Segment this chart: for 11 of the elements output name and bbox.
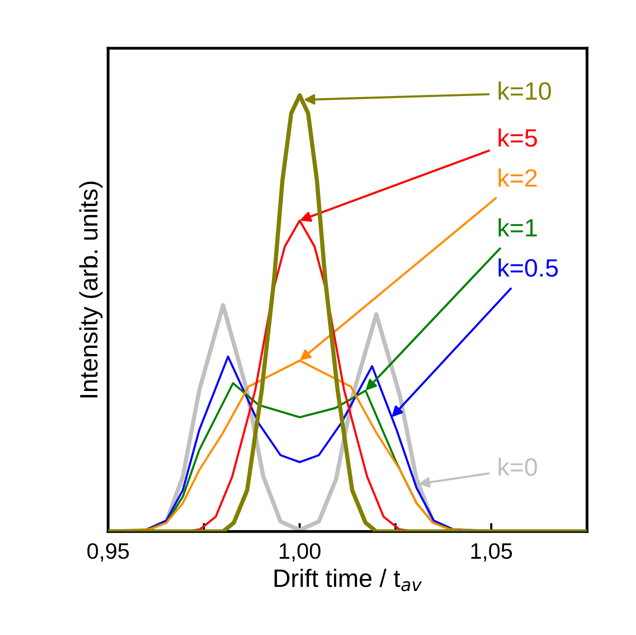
x-tick-label: 1,00 [280, 543, 320, 562]
x-tick-label: 0,95 [87, 543, 129, 562]
y-axis-title: Intensity (arb. units) [79, 182, 103, 398]
annotation: k=2 [498, 168, 537, 187]
annotation: k=10 [498, 82, 551, 100]
annotation: k=0 [498, 458, 538, 476]
x-tick-label: 1,05 [471, 543, 512, 562]
annotation: k=5 [498, 128, 537, 147]
x-axis-title: Drift time / t$_{av}$ [274, 568, 422, 592]
annotation: k=1 [498, 218, 537, 236]
annotation: k=0.5 [498, 258, 558, 277]
